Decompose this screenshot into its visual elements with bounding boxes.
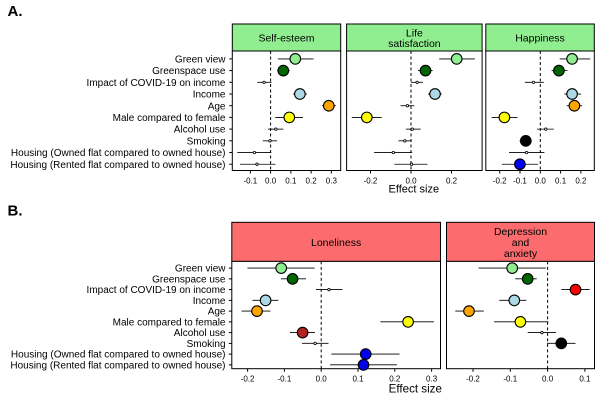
svg-text:-0.2: -0.2 bbox=[241, 375, 255, 384]
svg-text:Green view: Green view bbox=[175, 264, 226, 275]
svg-text:satisfaction: satisfaction bbox=[388, 38, 441, 50]
svg-text:Depression: Depression bbox=[494, 226, 547, 238]
svg-text:Self-esteem: Self-esteem bbox=[258, 33, 314, 45]
svg-text:Loneliness: Loneliness bbox=[311, 237, 361, 249]
svg-text:Happiness: Happiness bbox=[515, 33, 565, 45]
svg-text:anxiety: anxiety bbox=[504, 248, 538, 260]
svg-text:0.1: 0.1 bbox=[352, 375, 364, 384]
svg-text:Smoking: Smoking bbox=[187, 339, 226, 350]
svg-text:Income: Income bbox=[193, 90, 226, 101]
svg-text:Greenspace use: Greenspace use bbox=[152, 275, 226, 286]
svg-text:and: and bbox=[512, 237, 530, 249]
svg-text:Impact of COVID-19 on income: Impact of COVID-19 on income bbox=[87, 78, 226, 89]
svg-text:Alcohol use: Alcohol use bbox=[174, 328, 226, 339]
svg-text:0.1: 0.1 bbox=[579, 375, 591, 384]
svg-text:Impact of COVID-19 on income: Impact of COVID-19 on income bbox=[87, 285, 226, 296]
svg-text:-0.1: -0.1 bbox=[503, 375, 517, 384]
svg-text:-0.2: -0.2 bbox=[466, 375, 480, 384]
svg-text:0.2: 0.2 bbox=[306, 176, 318, 185]
svg-text:0.1: 0.1 bbox=[285, 176, 297, 185]
svg-text:0.1: 0.1 bbox=[555, 176, 567, 185]
svg-text:-0.1: -0.1 bbox=[243, 176, 257, 185]
svg-text:Life: Life bbox=[406, 27, 423, 39]
svg-text:0.0: 0.0 bbox=[265, 176, 277, 185]
svg-text:Male compared to female: Male compared to female bbox=[113, 113, 226, 124]
svg-text:0.2: 0.2 bbox=[575, 176, 587, 185]
svg-text:Effect size: Effect size bbox=[389, 184, 440, 196]
svg-text:Housing (Owned flat compared t: Housing (Owned flat compared to owned ho… bbox=[11, 350, 226, 361]
svg-text:Green view: Green view bbox=[175, 55, 226, 66]
svg-text:Age: Age bbox=[208, 307, 226, 318]
svg-text:0.0: 0.0 bbox=[405, 176, 417, 185]
svg-text:Male compared to female: Male compared to female bbox=[113, 318, 226, 329]
svg-text:0.3: 0.3 bbox=[326, 176, 338, 185]
svg-text:0.2: 0.2 bbox=[389, 375, 401, 384]
svg-text:0.2: 0.2 bbox=[446, 176, 458, 185]
svg-text:Housing (Rented flat compared: Housing (Rented flat compared to owned h… bbox=[10, 361, 225, 372]
svg-text:Smoking: Smoking bbox=[187, 136, 226, 147]
svg-text:0.3: 0.3 bbox=[426, 375, 438, 384]
svg-text:-0.2: -0.2 bbox=[364, 176, 378, 185]
svg-text:Alcohol use: Alcohol use bbox=[174, 125, 226, 136]
svg-text:Income: Income bbox=[193, 296, 226, 307]
svg-text:0.0: 0.0 bbox=[535, 176, 547, 185]
svg-text:Age: Age bbox=[208, 101, 226, 112]
svg-text:-0.2: -0.2 bbox=[493, 176, 507, 185]
svg-text:-0.1: -0.1 bbox=[513, 176, 527, 185]
svg-text:-0.1: -0.1 bbox=[278, 375, 292, 384]
svg-text:Housing (Rented flat compared: Housing (Rented flat compared to owned h… bbox=[10, 160, 225, 171]
svg-text:0.0: 0.0 bbox=[542, 375, 554, 384]
svg-text:A.: A. bbox=[8, 3, 23, 20]
svg-text:Housing (Owned flat compared t: Housing (Owned flat compared to owned ho… bbox=[11, 148, 226, 159]
svg-text:Greenspace use: Greenspace use bbox=[152, 66, 226, 77]
svg-text:0.0: 0.0 bbox=[316, 375, 328, 384]
svg-text:Effect size: Effect size bbox=[389, 383, 442, 396]
svg-text:B.: B. bbox=[8, 203, 23, 220]
